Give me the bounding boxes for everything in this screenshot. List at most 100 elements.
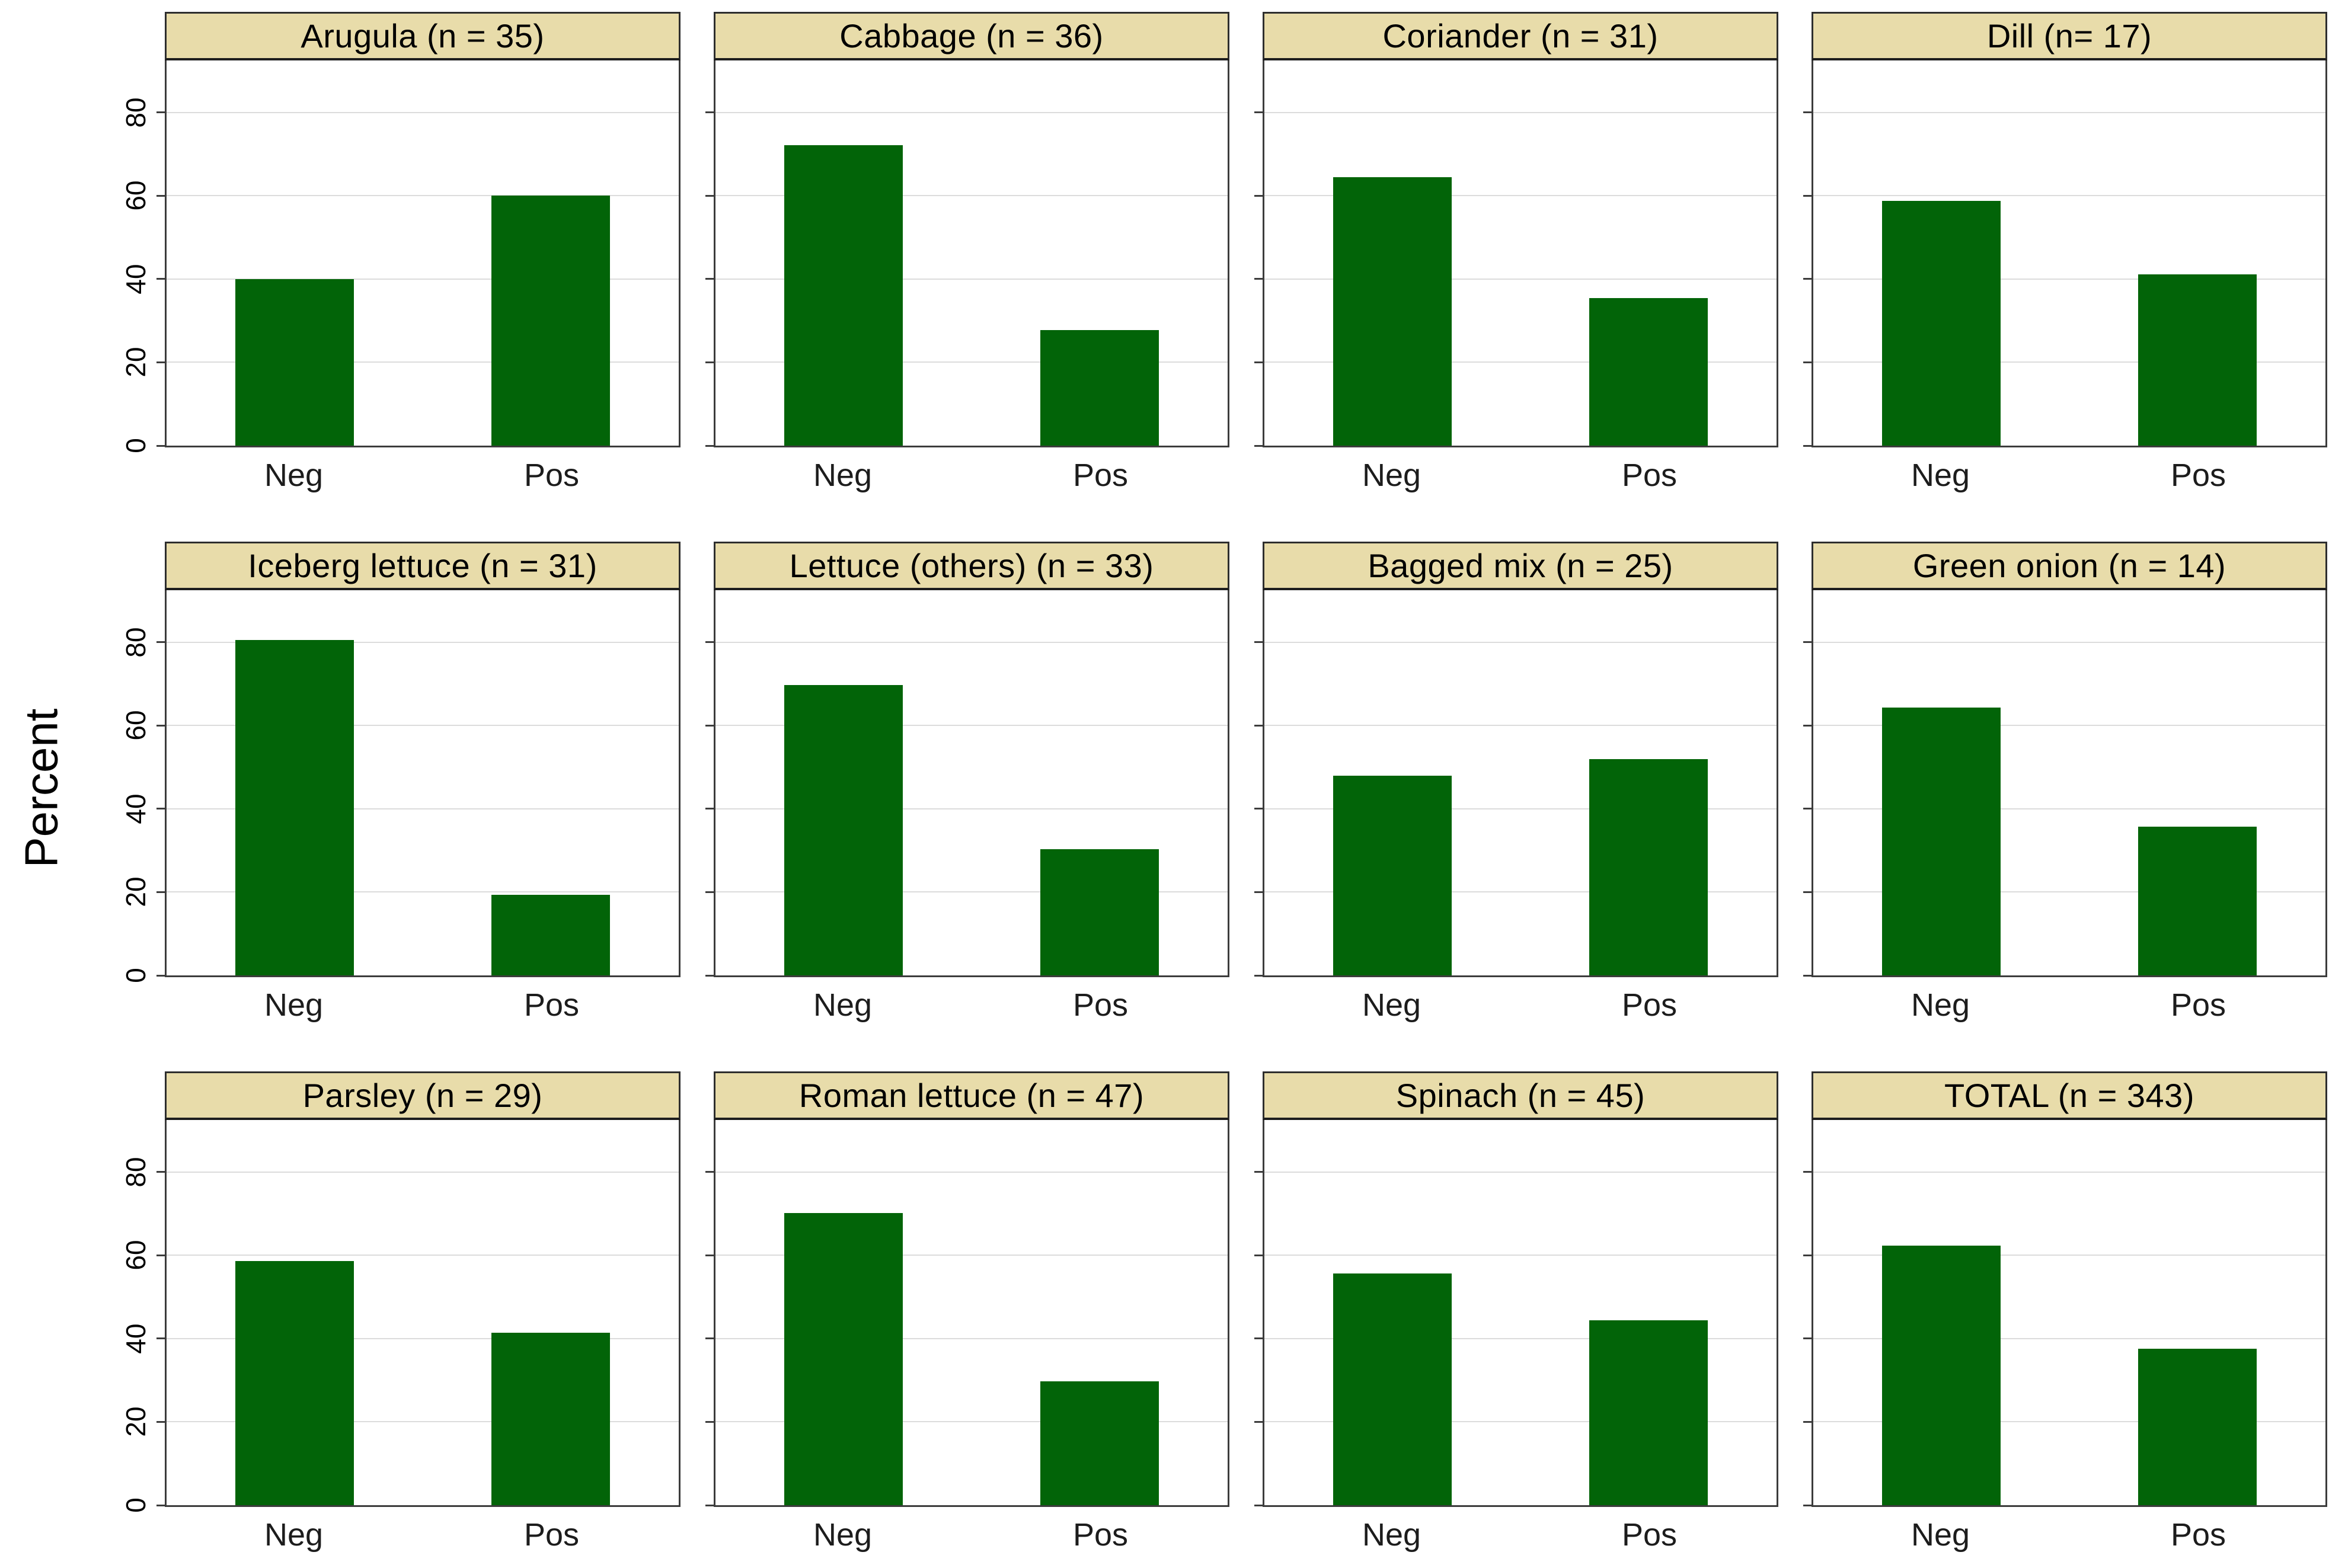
bar-neg [784,1212,903,1505]
y-tick-label-60: 60 [120,710,151,741]
bar-pos [2138,274,2257,446]
bar-pos [491,196,610,446]
gridline-60 [1264,725,1777,727]
panel-x-labels: Neg Pos [165,447,681,504]
bar-pos [2138,1348,2257,1505]
y-tick-label-80: 80 [120,97,151,128]
panel-x-labels: Neg Pos [714,447,1229,504]
panel: TOTAL (n = 343) Neg Pos [1803,1071,2327,1568]
y-tick-80 [1803,1171,1812,1173]
bar-pos [1040,329,1159,446]
panel-title: Dill (n= 17) [1812,12,2327,60]
gridline-20 [715,1421,1228,1423]
x-label-pos: Pos [2170,987,2226,1023]
panel-title: TOTAL (n = 343) [1812,1071,2327,1120]
y-tick-40 [156,1337,165,1340]
panel-x-labels: Neg Pos [1812,447,2327,504]
y-tick-20 [156,1420,165,1423]
gridline-60 [715,1255,1228,1256]
x-label-pos: Pos [1072,987,1129,1023]
y-tick-80 [1254,1171,1263,1173]
x-label-pos: Pos [2170,1517,2226,1553]
y-tick-label-40: 40 [120,1323,151,1354]
y-tick-80 [705,111,714,114]
bar-pos [1589,297,1708,446]
y-tick-0 [1803,974,1812,977]
y-tick-40 [1803,1337,1812,1340]
y-tick-40 [1254,808,1263,810]
y-tick-20 [1803,891,1812,893]
gridline-40 [1264,1337,1777,1339]
panel: Spinach (n = 45) Neg Pos [1254,1071,1778,1568]
panel-title: Spinach (n = 45) [1263,1071,1778,1120]
gridline-40 [1264,808,1777,809]
panel: Roman lettuce (n = 47) Neg Pos [705,1071,1229,1568]
gridline-60 [715,195,1228,197]
x-label-neg: Neg [1911,457,1970,493]
panel-title: Parsley (n = 29) [165,1071,681,1120]
panel-title: Iceberg lettuce (n = 31) [165,542,681,590]
gridline-20 [167,891,679,893]
gridline-80 [167,641,679,643]
y-tick-60 [156,724,165,727]
y-tick-60 [1803,1254,1812,1256]
y-tick-label-80: 80 [120,627,151,658]
bar-pos [1589,759,1708,975]
y-tick-80 [1254,111,1263,114]
x-label-pos: Pos [523,1517,580,1553]
panels-grid: Arugula (n = 35) 0 20 40 60 80 Neg Pos Cabbag… [120,12,2327,1568]
y-tick-60 [705,1254,714,1256]
gridline-60 [1813,1255,2325,1256]
gridline-20 [715,891,1228,893]
y-tick-80 [1803,111,1812,114]
gridline-80 [167,111,679,113]
y-tick-0 [1803,444,1812,447]
y-tick-60 [156,194,165,197]
y-tick-0 [1254,444,1263,447]
gridline-40 [167,278,679,280]
y-tick-20 [705,1420,714,1423]
panel: Cabbage (n = 36) Neg Pos [705,12,1229,508]
panel-plot [705,60,1229,447]
y-tick-40 [705,1337,714,1340]
bar-neg [1333,775,1452,975]
y-tick-label-40: 40 [120,264,151,295]
x-label-pos: Pos [1621,987,1678,1023]
panel-title: Roman lettuce (n = 47) [714,1071,1229,1120]
gridline-80 [167,1171,679,1173]
y-tick-label-0: 0 [120,438,151,453]
x-label-neg: Neg [813,457,873,493]
panel: Arugula (n = 35) 0 20 40 60 80 Neg Pos [120,12,681,508]
panel-plot: 0 20 40 60 80 [120,1120,681,1513]
y-tick-60 [1254,1254,1263,1256]
y-tick-80 [1254,641,1263,644]
gridline-20 [1264,361,1777,363]
y-tick-0 [156,444,165,447]
bar-neg [784,685,903,975]
panel: Coriander (n = 31) Neg Pos [1254,12,1778,508]
panel-x-labels: Neg Pos [165,1507,681,1564]
gridline-40 [1264,278,1777,280]
gridline-60 [1264,1255,1777,1256]
bar-neg [1882,1245,2001,1505]
y-tick-20 [156,361,165,363]
bar-neg [235,1261,354,1505]
x-label-neg: Neg [813,1517,873,1553]
bar-neg [784,145,903,446]
y-tick-60 [1254,724,1263,727]
panel-plot [705,590,1229,977]
bar-pos [491,1333,610,1505]
y-tick-40 [1254,1337,1263,1340]
gridline-80 [1813,111,2325,113]
y-tick-40 [156,808,165,810]
y-tick-label-60: 60 [120,180,151,211]
panel: Parsley (n = 29) 0 20 40 60 80 Neg Pos [120,1071,681,1568]
y-tick-20 [1803,1420,1812,1423]
panel-title: Coriander (n = 31) [1263,12,1778,60]
gridline-80 [1813,641,2325,643]
y-tick-0 [705,444,714,447]
y-tick-20 [1254,361,1263,363]
y-tick-20 [1254,1420,1263,1423]
panel-plot [705,1120,1229,1507]
y-tick-80 [705,641,714,644]
